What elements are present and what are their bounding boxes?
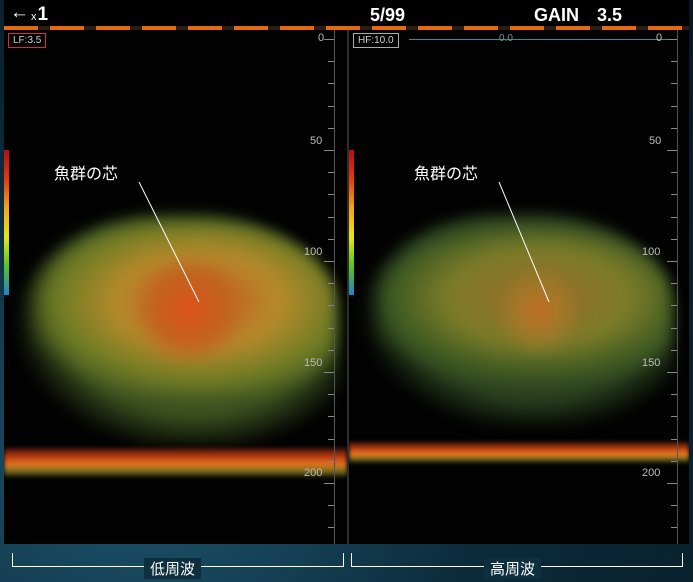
depth-tick: [328, 527, 334, 529]
zoom-value: 1: [37, 4, 49, 25]
seabed-echo: [4, 448, 347, 478]
depth-tick: [328, 105, 334, 107]
depth-tick: [328, 305, 334, 307]
depth-label: 150: [304, 357, 323, 369]
depth-tick: [671, 127, 677, 129]
low-frequency-caption: 低周波: [144, 558, 202, 579]
fish-core-annotation: 魚群の芯: [54, 166, 119, 183]
depth-tick: [328, 349, 334, 351]
depth-tick: [328, 83, 334, 85]
depth-tick: [671, 416, 677, 418]
accent-strip: [4, 26, 689, 30]
depth-label: 0: [318, 32, 325, 44]
depth-scale-line: [677, 30, 678, 544]
depth-tick: [328, 505, 334, 507]
depth-tick: [671, 394, 677, 396]
depth-tick: [324, 39, 334, 40]
page-indicator: 5/99: [370, 5, 406, 25]
depth-tick: [328, 460, 334, 462]
depth-tick: [328, 438, 334, 440]
hf-reference-line: [409, 39, 674, 40]
back-arrow-icon[interactable]: ←: [10, 2, 29, 23]
fish-school-core: [499, 270, 579, 350]
hf-tag: HF:10.0: [353, 33, 399, 48]
depth-tick: [667, 372, 677, 373]
depth-tick: [671, 238, 677, 240]
depth-tick: [671, 194, 677, 196]
fish-school-core: [134, 260, 244, 360]
depth-tick: [328, 61, 334, 63]
depth-tick: [328, 238, 334, 240]
depth-tick: [671, 349, 677, 351]
depth-tick: [324, 261, 334, 262]
color-scale-bar: [349, 150, 354, 295]
depth-label: 200: [642, 467, 661, 479]
depth-tick: [671, 216, 677, 218]
high-frequency-caption: 高周波: [484, 558, 542, 579]
depth-tick: [328, 327, 334, 329]
depth-tick: [328, 172, 334, 174]
panel-divider: [347, 30, 349, 544]
depth-tick: [671, 327, 677, 329]
depth-tick: [328, 283, 334, 285]
depth-tick: [671, 172, 677, 174]
depth-tick: [328, 416, 334, 418]
depth-scale-line: [334, 30, 335, 544]
depth-tick: [671, 105, 677, 107]
depth-tick: [328, 194, 334, 196]
depth-tick: [671, 305, 677, 307]
depth-label: 100: [642, 246, 661, 258]
top-status-bar: ← x1 5/99 GAIN 3.5: [4, 0, 689, 26]
fishfinder-screen: ← x1 5/99 GAIN 3.5 LF:3.5 0 50 100 150 2…: [4, 0, 689, 544]
depth-label: 50: [310, 135, 323, 147]
depth-tick: [667, 150, 677, 151]
zoom-indicator[interactable]: x1: [31, 4, 48, 26]
depth-tick: [324, 483, 334, 484]
color-scale-bar: [4, 150, 9, 295]
hf-reading: 0.0: [499, 33, 513, 44]
depth-tick: [671, 61, 677, 63]
depth-tick: [671, 83, 677, 85]
gain-label: GAIN: [534, 5, 579, 25]
low-frequency-panel[interactable]: LF:3.5 0 50 100 150 200 魚群の芯: [4, 30, 347, 544]
depth-tick: [328, 127, 334, 129]
high-frequency-panel[interactable]: HF:10.0 0.0 0 50 100 150 200 魚群の芯: [349, 30, 689, 544]
depth-label: 0: [656, 32, 663, 44]
depth-tick: [671, 505, 677, 507]
depth-label: 50: [649, 135, 662, 147]
depth-tick: [328, 216, 334, 218]
depth-tick: [671, 283, 677, 285]
annotation-pointer: [498, 181, 550, 303]
depth-label: 100: [304, 246, 323, 258]
depth-tick: [667, 483, 677, 484]
depth-tick: [324, 372, 334, 373]
depth-tick: [667, 39, 677, 40]
seabed-echo: [349, 442, 689, 464]
depth-tick: [324, 150, 334, 151]
depth-tick: [667, 261, 677, 262]
annotation-pointer: [138, 181, 200, 303]
depth-tick: [671, 527, 677, 529]
depth-tick: [671, 438, 677, 440]
fish-core-annotation: 魚群の芯: [414, 166, 479, 183]
depth-tick: [328, 394, 334, 396]
depth-label: 200: [304, 467, 323, 479]
depth-tick: [671, 460, 677, 462]
zoom-prefix: x: [31, 11, 37, 23]
gain-value[interactable]: 3.5: [597, 5, 623, 25]
depth-label: 150: [642, 357, 661, 369]
lf-tag: LF:3.5: [8, 33, 47, 48]
